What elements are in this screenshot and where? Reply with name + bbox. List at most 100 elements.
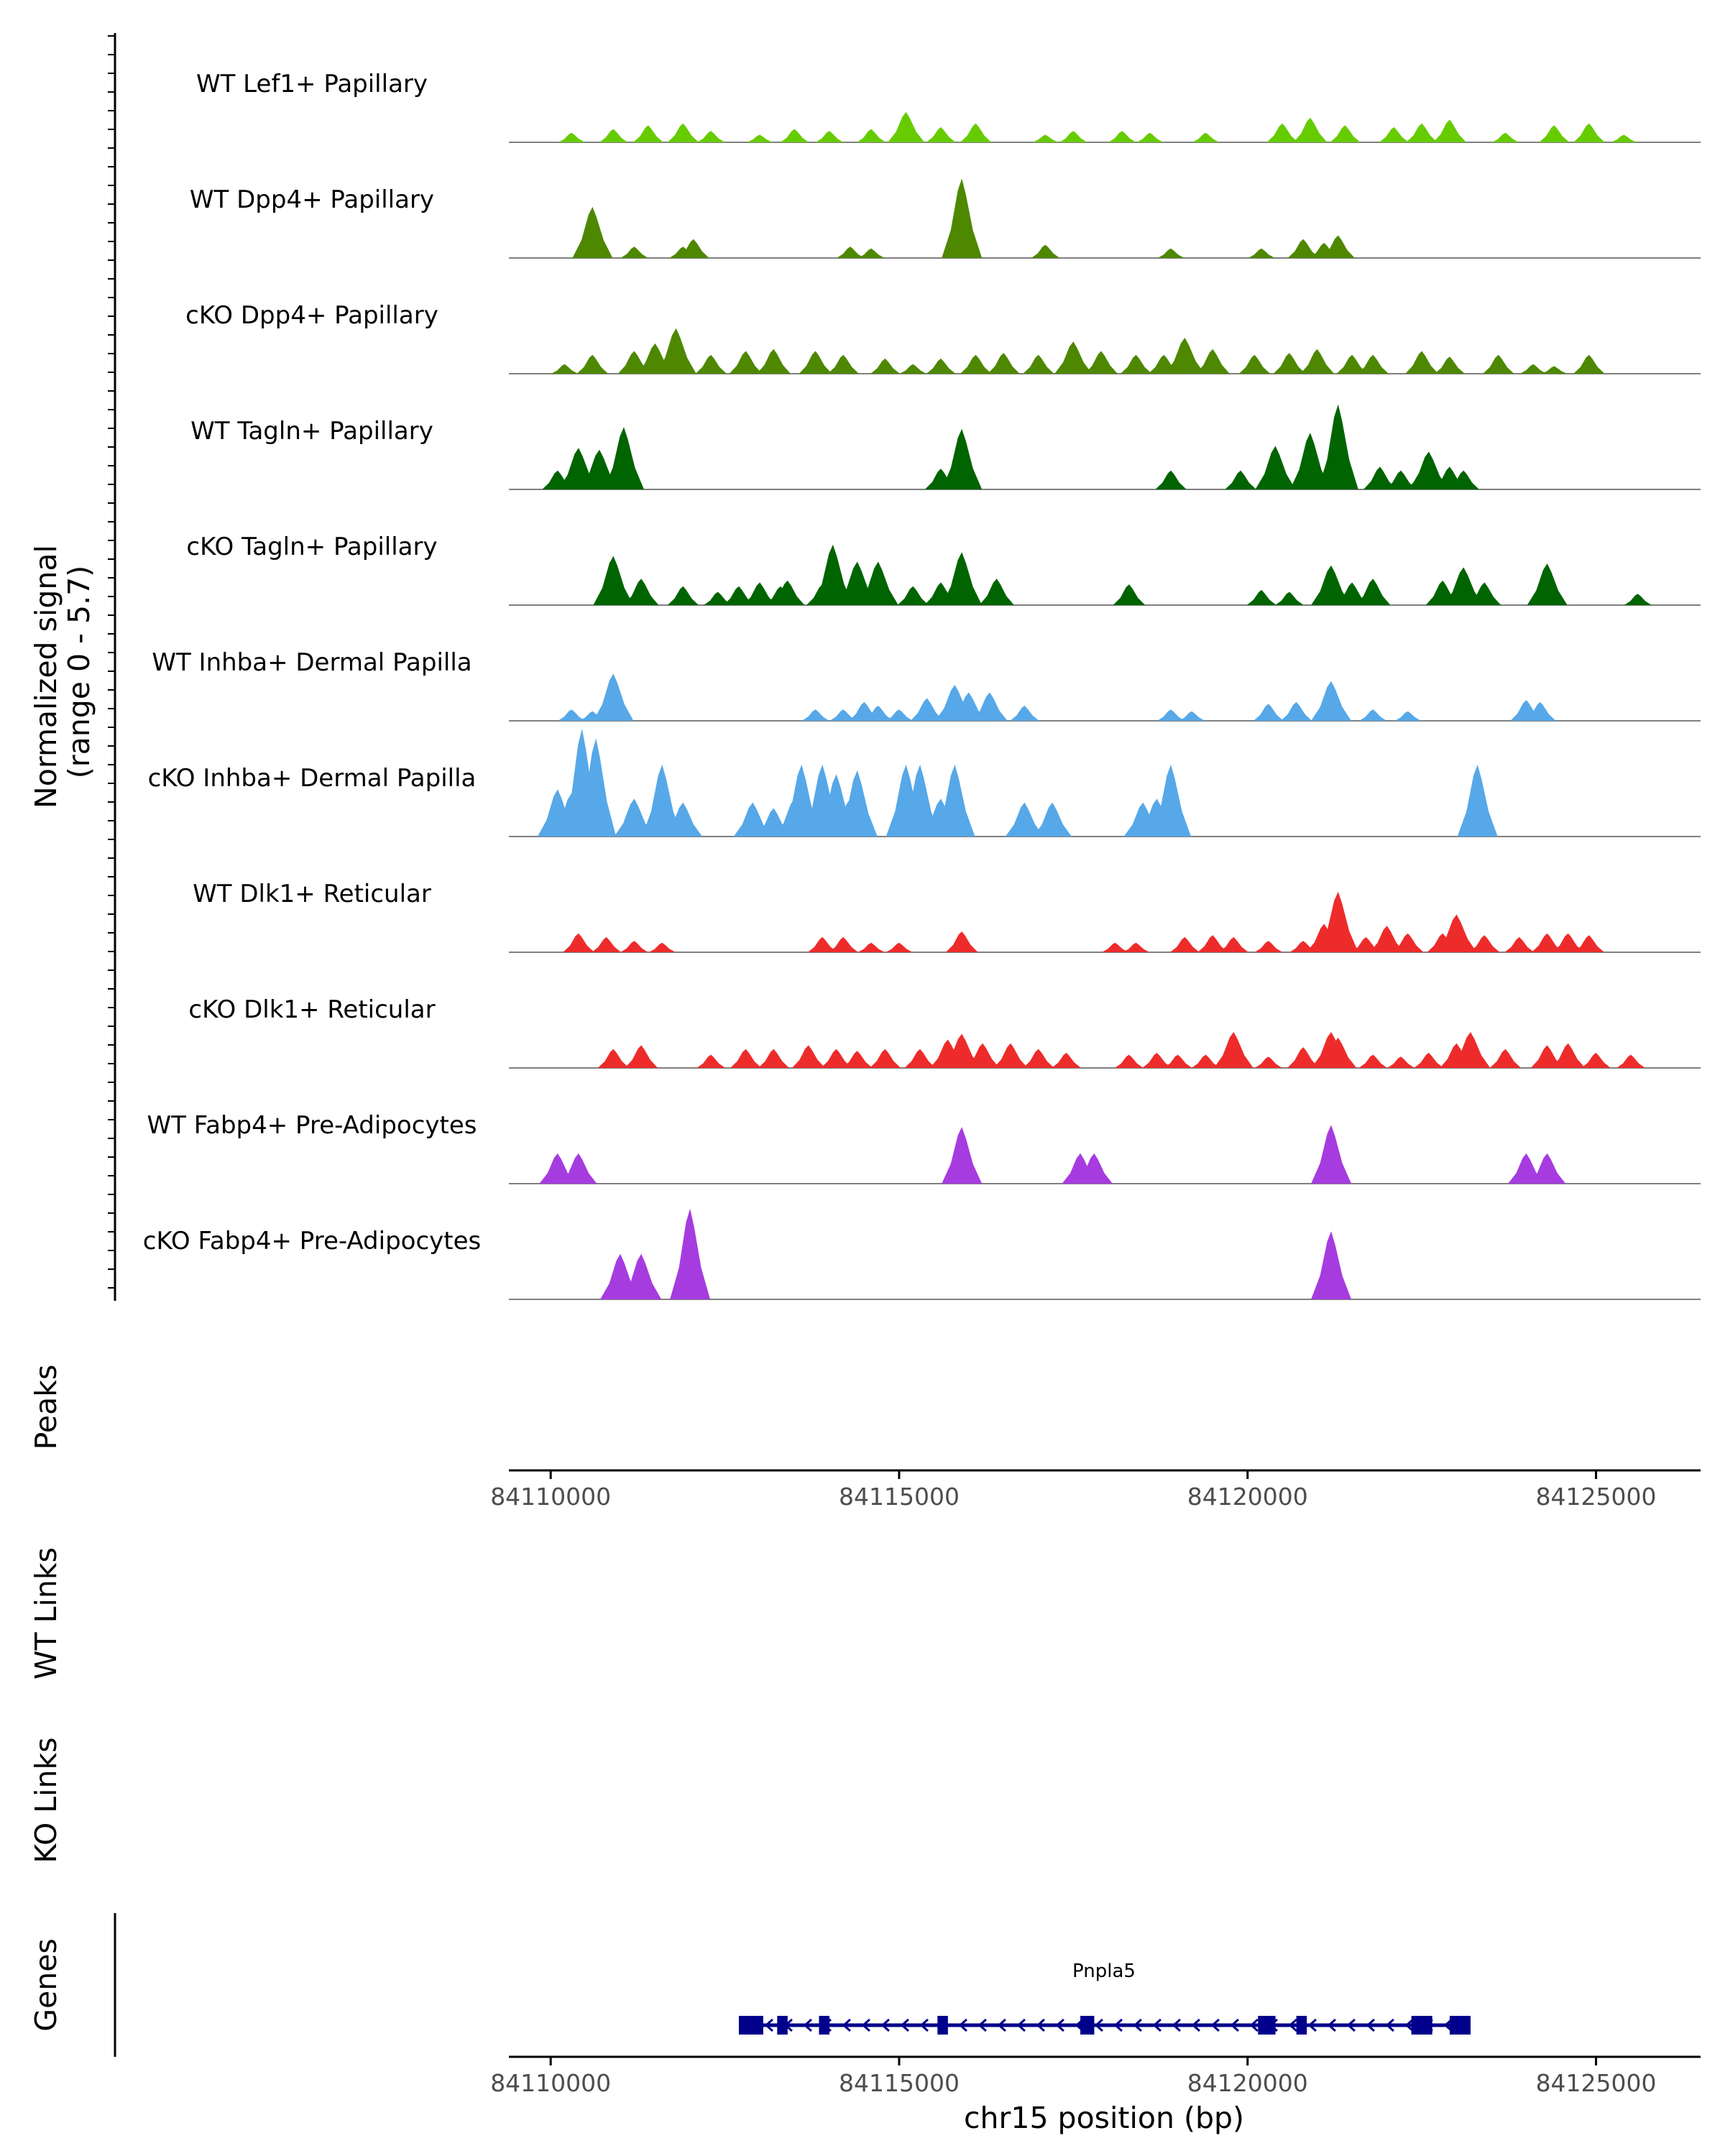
coverage-peak [1386,1056,1415,1068]
track-label: cKO Inhba+ Dermal Papilla [148,764,477,793]
coverage-peak [926,358,956,374]
track-label: WT Inhba+ Dermal Papilla [152,648,472,677]
strand-arrow [997,2018,1006,2032]
coverage-peak [1541,366,1568,374]
coverage-peak [1434,356,1465,374]
coverage-peak [770,580,805,605]
coverage-peak [1197,935,1228,952]
strand-arrow [1113,2018,1123,2032]
coverage-peak [572,206,613,258]
coverage-peak [1136,132,1164,142]
strand-arrow [1191,2018,1200,2032]
coverage-peak [667,586,699,605]
coverage-peak [827,354,860,374]
coverage-peak [1317,404,1358,489]
coverage-peak [620,941,648,952]
coverage-peak [1624,594,1652,605]
coverage-peak [910,698,944,721]
gene-model [738,2016,1471,2035]
coverage-peak [756,349,791,374]
coverage-peak [942,552,983,605]
coverage-peak [1155,470,1187,489]
coverage-peak [1357,354,1389,374]
gene-exon [1411,2016,1432,2035]
coverage-peak [1363,466,1397,489]
strand-arrow [1327,2018,1336,2032]
coverage-peak [1443,567,1484,605]
coverage-peak [733,802,773,837]
strand-arrow [1366,2018,1375,2032]
strand-arrow [1152,2018,1162,2032]
coverage-peak [1336,354,1368,374]
strand-arrow [861,2018,870,2032]
coverage-peak [1032,134,1059,142]
coverage-peak [1468,582,1501,605]
coverage-peak [1164,1054,1192,1068]
coverage-peak [1311,1125,1352,1184]
strand-arrow [919,2018,929,2032]
coverage-peak [663,802,703,837]
coverage-peak [857,248,885,258]
coverage-peak [1492,132,1519,142]
coverage-peak [1504,936,1535,952]
coverage-peak [1532,933,1563,952]
coverage-peak [614,798,655,837]
strand-arrow [1172,2018,1181,2032]
coverage-peak [888,111,925,142]
gene-exon [1080,2016,1095,2035]
coverage-peak [1248,248,1275,258]
coverage-peak [576,738,617,837]
coverage-peak [1280,701,1312,721]
peaks-track-label: Peaks [29,1365,63,1450]
coverage-peak [1573,354,1605,374]
coverage-peak [942,178,983,258]
coverage-peak [1359,709,1387,721]
coverage-peak [897,586,929,605]
coverage-peak [812,544,853,605]
coverage-peak [1254,1056,1282,1068]
coverage-peak [558,709,586,721]
coverage-peak [604,427,644,489]
coverage-peak [1275,591,1304,605]
strand-arrow [880,2018,890,2032]
track-label: WT Fabp4+ Pre-Adipocytes [147,1111,477,1140]
strand-arrow [1346,2018,1356,2032]
wt-links-track-label: WT Links [29,1547,63,1680]
coverage-peak [904,1049,936,1068]
coverage-peak [1123,942,1150,952]
coverage-peak [1170,936,1200,952]
coverage-peak [1394,711,1422,721]
coverage-peak [1287,1047,1320,1068]
x-axis-title: chr15 position (bp) [964,2101,1244,2135]
coverage-peak [593,673,634,721]
strand-arrow [1210,2018,1220,2032]
x-tick-label: 84110000 [490,2069,611,2097]
gene-name-label: Pnpla5 [1072,1961,1136,1982]
coverage-peak [1300,349,1335,374]
coverage-peak [1254,941,1282,952]
coverage-peak [1120,354,1152,374]
coverage-peak [863,705,893,721]
coverage-peak [1573,123,1605,142]
coverage-peak [1255,446,1296,489]
strand-arrow [978,2018,987,2032]
coverage-peak [704,591,732,605]
track-label: WT Lef1+ Papillary [196,70,428,98]
strand-arrow [842,2018,851,2032]
coverage-peak [857,561,898,605]
gene-exon [738,2016,763,2035]
coverage-peak [900,765,941,837]
coverage-peak [1195,349,1230,374]
track-label: cKO Dpp4+ Papillary [185,301,438,330]
coverage-peak [747,134,773,142]
coverage-peak [1246,589,1276,605]
coverage-peak [1581,1052,1611,1068]
coverage-peak [960,123,992,142]
strand-arrow [1133,2018,1142,2032]
coverage-peak [942,1033,981,1068]
track-label: WT Dpp4+ Papillary [190,185,434,214]
gene-exon [819,2016,830,2035]
coverage-peak [1448,470,1479,489]
coverage-peak [1414,1052,1444,1068]
signal-axis-label-line2: (range 0 - 5.7) [62,566,96,778]
